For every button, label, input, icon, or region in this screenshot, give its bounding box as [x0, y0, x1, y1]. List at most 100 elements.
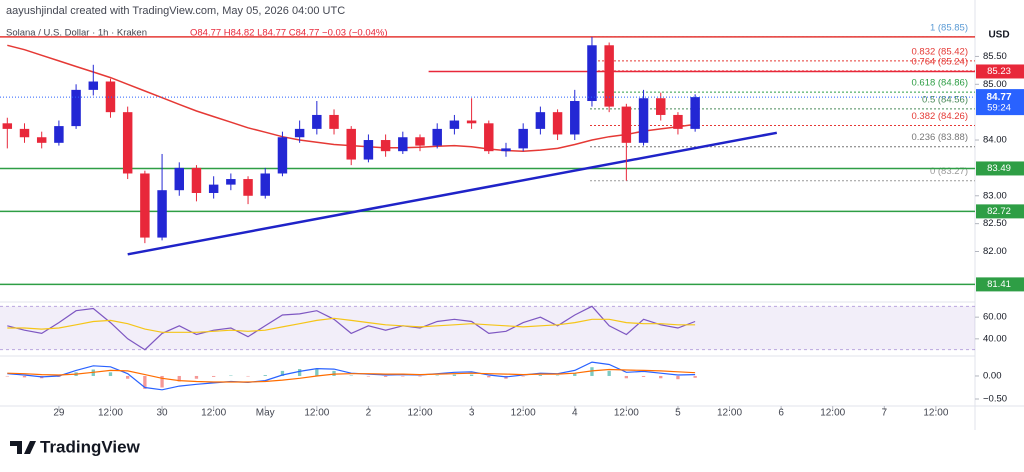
level-axis-label: 85.23	[987, 66, 1011, 77]
x-tick-label: 12:00	[820, 408, 845, 419]
last-price-box	[976, 89, 1024, 116]
y-tick-label: 40.00	[983, 333, 1007, 344]
candle-body	[466, 120, 477, 124]
macd-histogram-bar	[590, 367, 594, 376]
macd-histogram-bar	[332, 370, 336, 376]
macd-histogram-bar	[452, 374, 457, 376]
y-tick-label: 82.50	[983, 218, 1007, 229]
y-tick-label: 84.00	[983, 135, 1007, 146]
candle-body	[638, 98, 649, 143]
candle-body	[329, 114, 339, 129]
candle-body	[484, 123, 494, 152]
macd-histogram-bar	[624, 375, 629, 379]
macd-histogram-bar	[676, 375, 680, 380]
candle-body	[363, 140, 374, 160]
x-tick-label: 12:00	[614, 408, 639, 419]
macd-histogram-bar	[177, 375, 181, 382]
y-tick-label: 85.00	[983, 79, 1007, 90]
candle-body	[19, 128, 30, 138]
candle-body	[501, 148, 511, 152]
macd-histogram-bar	[383, 375, 388, 377]
candle-body	[105, 81, 116, 113]
macd-histogram-bar	[246, 375, 250, 377]
macd-histogram-bar	[349, 375, 353, 377]
macd-histogram-bar	[521, 375, 525, 377]
macd-histogram-bar	[418, 375, 422, 377]
level-axis-label: 81.41	[987, 279, 1011, 290]
x-tick-label: 12:00	[717, 408, 742, 419]
fib-label: 1 (85.85)	[930, 22, 968, 33]
fib-label: 0.832 (85.42)	[911, 46, 968, 57]
macd-histogram-bar	[641, 375, 646, 377]
candle-body	[552, 112, 563, 135]
x-tick-label: 6	[778, 408, 784, 419]
macd-histogram-bar	[126, 375, 130, 379]
fib-label: 0 (83.27)	[930, 166, 968, 177]
brand-logo: TradingView	[10, 437, 141, 456]
x-tick-label: 5	[675, 408, 681, 419]
candle-body	[604, 45, 614, 107]
x-tick-label: 12:00	[923, 408, 948, 419]
macd-histogram-bar	[469, 374, 474, 376]
macd-histogram-bar	[401, 375, 405, 377]
candle-body	[54, 126, 64, 143]
x-tick-label: 4	[572, 408, 578, 419]
macd-histogram-bar	[229, 375, 233, 377]
x-tick-label: 2	[366, 408, 372, 419]
candle-body	[294, 128, 305, 138]
x-tick-label: 12:00	[407, 408, 432, 419]
macd-histogram-bar	[143, 375, 147, 389]
macd-histogram-bar	[659, 375, 663, 379]
level-axis-box	[976, 64, 1024, 79]
ohlc-legend: O84.77 H84.82 L84.77 C84.77 −0.03 (−0.04…	[190, 28, 388, 39]
symbol-legend: Solana / U.S. Dollar · 1h · Kraken	[6, 28, 147, 39]
trendline	[127, 131, 778, 256]
macd-histogram-bar	[22, 375, 27, 378]
candle-body	[518, 128, 528, 149]
macd-histogram-bar	[160, 375, 164, 388]
x-tick-label: 12:00	[304, 408, 329, 419]
macd-histogram-bar	[538, 375, 543, 376]
y-tick-label: 0.00	[983, 370, 1002, 381]
candle-body	[570, 101, 580, 135]
indicator-line	[7, 305, 696, 351]
fib-label: 0.236 (83.88)	[911, 132, 968, 143]
candle-body	[398, 137, 408, 152]
candle-body	[36, 137, 47, 143]
level-axis-box	[976, 161, 1024, 176]
candle-body	[71, 89, 81, 127]
x-tick-label: May	[256, 408, 275, 419]
candle-body	[380, 140, 391, 152]
candle-body	[415, 137, 425, 146]
level-axis-label: 82.72	[987, 206, 1011, 217]
macd-histogram-bar	[280, 370, 285, 376]
fib-label: 0.382 (84.26)	[911, 111, 968, 122]
candle-body	[226, 179, 236, 185]
candle-body	[587, 45, 597, 102]
macd-histogram-bar	[212, 375, 216, 377]
macd-histogram-bar	[607, 370, 611, 376]
x-tick-label: 3	[469, 408, 475, 419]
macd-histogram-bar	[487, 375, 491, 378]
x-tick-label: 12:00	[201, 408, 226, 419]
fib-label: 0.5 (84.56)	[922, 94, 968, 105]
fib-label: 0.618 (84.86)	[911, 78, 968, 89]
logo-icon	[10, 441, 36, 454]
attribution: aayushjindal created with TradingView.co…	[6, 5, 345, 17]
candle-body	[432, 128, 442, 146]
level-axis-label: 83.49	[987, 163, 1011, 174]
last-price-label: 84.77	[986, 92, 1011, 103]
candle-body	[208, 184, 219, 193]
candle-body	[312, 114, 322, 129]
candle-body	[191, 167, 202, 193]
candle-body	[260, 173, 270, 196]
candle-body	[449, 120, 460, 129]
macd-histogram-bar	[108, 372, 113, 376]
indicator-line	[7, 368, 696, 383]
macd-histogram-bar	[573, 373, 577, 376]
candle-body	[621, 106, 632, 143]
x-tick-label: 30	[157, 408, 169, 419]
countdown-label: 59:24	[987, 103, 1011, 114]
macd-histogram-bar	[366, 375, 371, 377]
